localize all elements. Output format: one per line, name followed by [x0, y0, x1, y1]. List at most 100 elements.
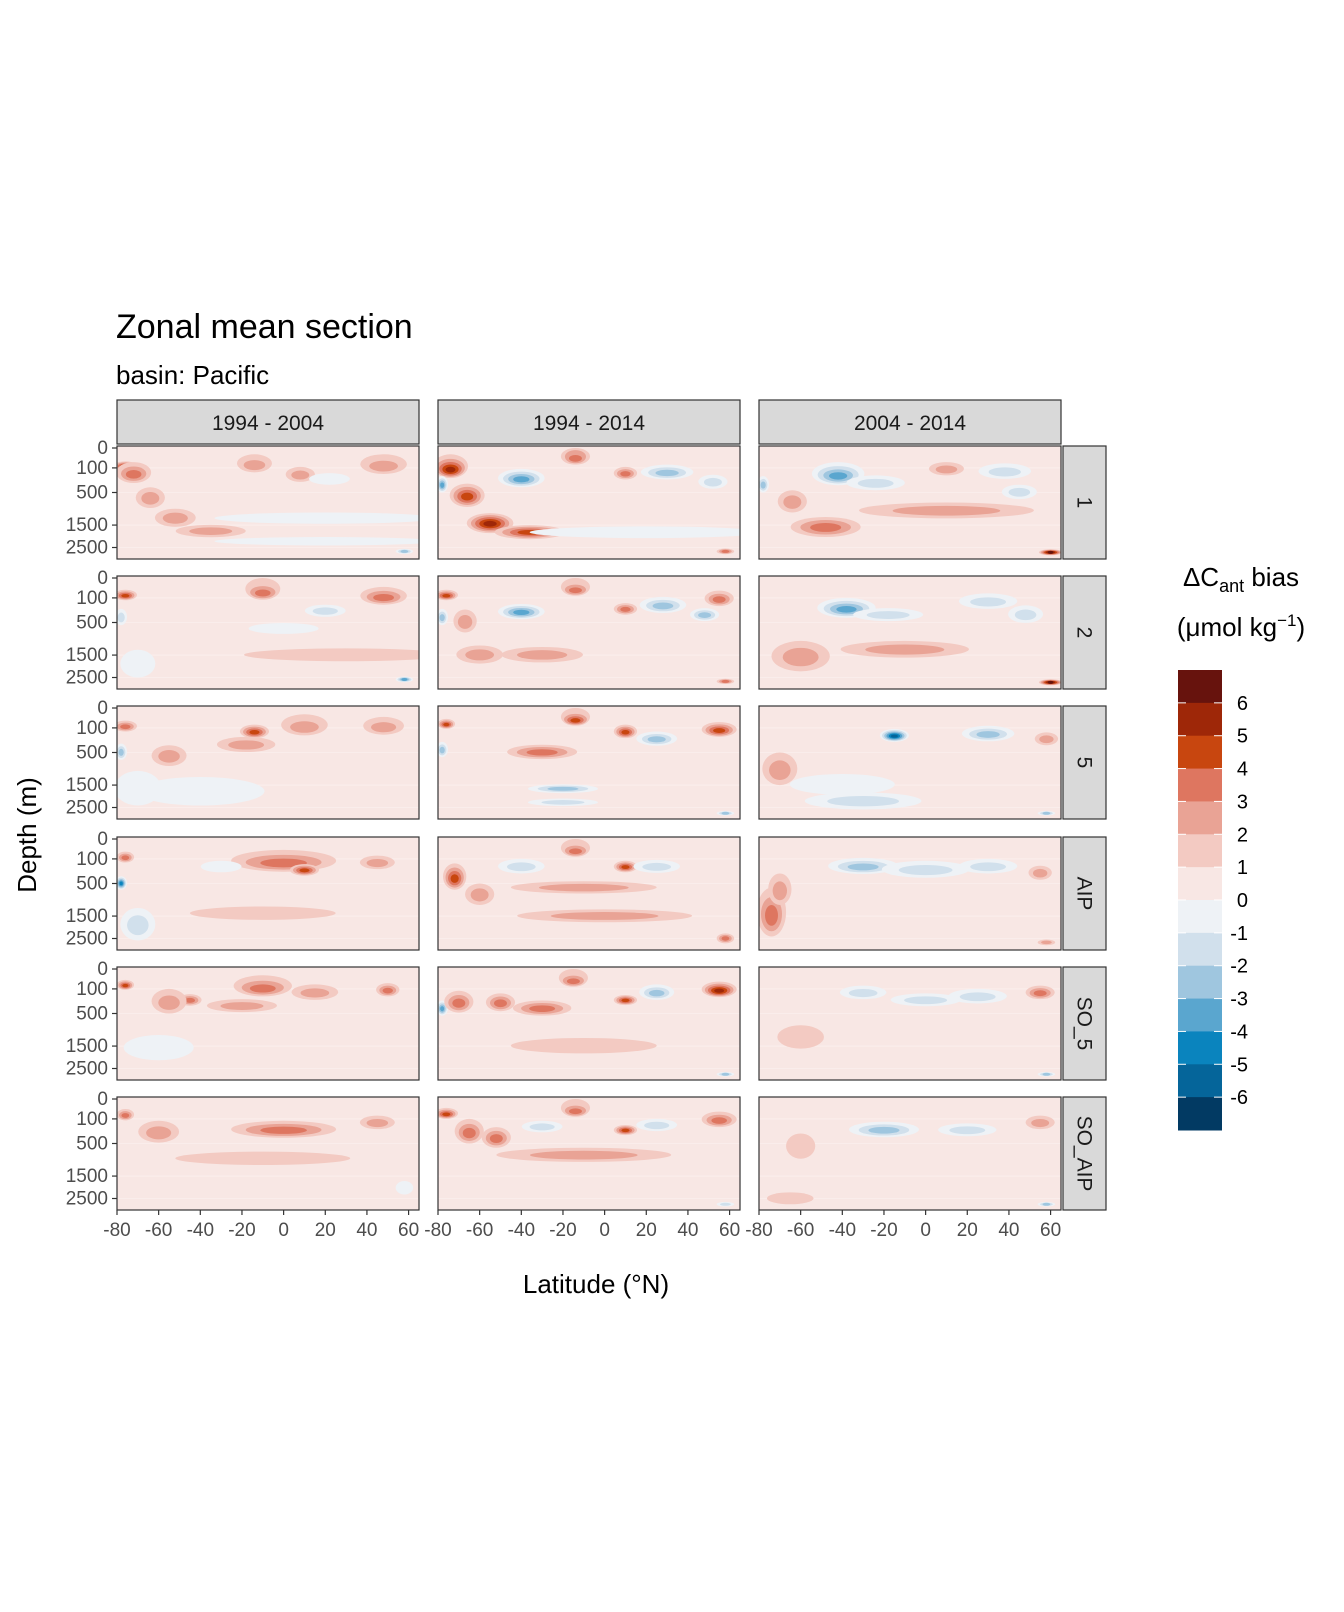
- contour-band: [648, 989, 665, 997]
- contour-band: [400, 549, 409, 553]
- contour-band: [904, 996, 948, 1005]
- contour-band: [249, 729, 260, 735]
- contour-band: [711, 1117, 727, 1124]
- row-strip: [1062, 705, 1107, 820]
- facet-panel: [438, 706, 740, 819]
- y-tick-label: 0: [97, 698, 108, 719]
- legend-break-label: 5: [1237, 726, 1248, 748]
- contour-band: [935, 465, 958, 474]
- contour-band: [214, 512, 419, 524]
- y-tick-label: 1500: [66, 906, 108, 927]
- contour-band: [382, 987, 393, 994]
- y-tick-label: 1500: [66, 515, 108, 536]
- contour-band: [890, 734, 898, 738]
- x-tick-label: -40: [829, 1220, 856, 1241]
- x-tick-label: 40: [677, 1220, 698, 1241]
- contour-band: [290, 721, 319, 733]
- legend-break-label: 6: [1237, 693, 1248, 715]
- contour-band: [772, 881, 788, 901]
- y-tick-label: 2500: [66, 668, 108, 689]
- facet-panel: [117, 446, 419, 559]
- contour-band: [452, 998, 466, 1008]
- panel-border: [758, 575, 1062, 690]
- facet-panel: [759, 706, 1061, 819]
- contour-band: [547, 786, 579, 791]
- legend-break-label: 0: [1237, 890, 1248, 912]
- contour-band: [847, 863, 879, 871]
- y-tick-label: 1500: [66, 645, 108, 666]
- contour-band: [655, 469, 679, 477]
- contour-band: [442, 593, 451, 598]
- contour-band: [369, 460, 398, 472]
- legend-color-bin: [1178, 998, 1222, 1032]
- contour-band: [568, 848, 582, 855]
- contour-band: [291, 470, 310, 480]
- legend-break-label: 2: [1237, 824, 1248, 846]
- contour-band: [621, 1128, 630, 1133]
- contour-band: [121, 1113, 130, 1118]
- legend-break-label: -1: [1230, 923, 1248, 945]
- column-strip-label: 2004 - 2014: [854, 412, 966, 435]
- panel-border: [116, 445, 420, 560]
- panel-border: [437, 966, 741, 1081]
- row-strip: [1062, 836, 1107, 951]
- contour-band: [868, 1126, 900, 1134]
- contour-band: [158, 750, 180, 763]
- contour-band: [440, 1006, 445, 1012]
- contour-band: [698, 612, 712, 618]
- contour-band: [1042, 1072, 1051, 1076]
- contour-band: [255, 589, 271, 597]
- legend-break-label: -6: [1230, 1087, 1248, 1109]
- contour-band: [312, 607, 338, 615]
- contour-band: [162, 512, 188, 524]
- contour-band: [401, 677, 408, 681]
- row-strip: [1062, 445, 1107, 560]
- contour-band: [568, 1108, 582, 1115]
- y-tick-label: 100: [76, 849, 108, 870]
- y-tick-label: 2500: [66, 929, 108, 950]
- legend-break-label: 4: [1237, 759, 1248, 781]
- legend-unit-prefix: (μmol kg: [1177, 612, 1277, 642]
- facet-panel: [117, 1097, 419, 1210]
- panel-border: [437, 445, 741, 560]
- contour-band: [136, 776, 265, 806]
- contour-band: [829, 472, 848, 480]
- facet-panel: [438, 1097, 740, 1210]
- contour-band: [970, 862, 1007, 872]
- contour-band: [506, 862, 536, 872]
- contour-band: [760, 481, 766, 489]
- contour-band: [214, 536, 419, 546]
- row-strip-label: 1: [1073, 497, 1096, 509]
- legend-color-bin: [1178, 965, 1222, 1000]
- panel-background: [438, 576, 740, 689]
- y-tick-label: 100: [76, 979, 108, 1000]
- legend-title-suffix: bias: [1244, 562, 1299, 592]
- contour-band: [517, 650, 568, 660]
- panel-border: [758, 705, 1062, 820]
- contour-band: [249, 984, 276, 993]
- y-tick-label: 0: [97, 829, 108, 850]
- y-tick-label: 2500: [66, 538, 108, 559]
- contour-band: [1014, 609, 1037, 621]
- contour-band: [647, 736, 666, 743]
- legend-title: ΔCant bias: [1183, 562, 1299, 596]
- x-axis-label: Latitude (°N): [523, 1269, 669, 1299]
- contour-band: [1033, 990, 1047, 997]
- y-tick-label: 500: [76, 1003, 108, 1024]
- y-tick-label: 100: [76, 588, 108, 609]
- facet-strips: 1994 - 2004 1994 - 2014 2004 - 2014 1 2 5 AIP S…: [116, 399, 1107, 1211]
- contour-band: [228, 740, 265, 750]
- row-strip: [1062, 1096, 1107, 1211]
- contour-band: [248, 622, 319, 634]
- y-tick-label: 500: [76, 1133, 108, 1154]
- panel-border: [116, 705, 420, 820]
- legend-title-prefix: ΔC: [1183, 562, 1219, 592]
- contour-band: [123, 1035, 194, 1061]
- row-strip-label: SO_AIP: [1073, 1116, 1096, 1192]
- contour-band: [721, 549, 730, 553]
- facet-panel: [438, 967, 740, 1080]
- contour-band: [827, 795, 900, 807]
- contour-band: [439, 746, 445, 754]
- contour-band: [720, 1202, 731, 1206]
- x-tick-label: -80: [745, 1220, 772, 1241]
